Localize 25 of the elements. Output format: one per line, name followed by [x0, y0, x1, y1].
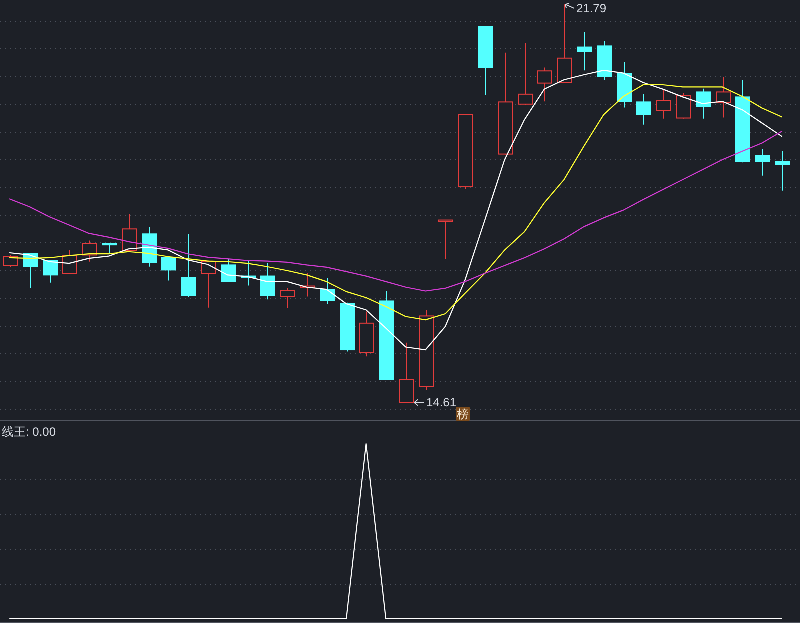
candlestick — [260, 263, 275, 300]
annotation: 21.79 — [576, 2, 607, 16]
candlestick — [755, 148, 770, 176]
chart-title: 线王: 0.00 — [2, 425, 56, 439]
candlestick — [775, 150, 790, 192]
candlestick — [577, 32, 592, 72]
candlestick — [102, 242, 117, 255]
candlestick — [438, 220, 453, 260]
candlestick — [161, 256, 176, 282]
candlestick — [518, 42, 533, 106]
candlestick — [43, 260, 58, 284]
candlestick — [696, 88, 711, 120]
candlestick — [537, 67, 552, 102]
candlestick — [320, 278, 335, 306]
candlestick — [636, 94, 651, 126]
annotation: 14.61 — [426, 396, 457, 410]
candlestick — [221, 258, 236, 283]
candlestick — [716, 76, 731, 118]
candlestick — [181, 234, 196, 298]
candlestick — [280, 288, 295, 309]
candlestick — [676, 92, 691, 120]
candlestick — [656, 89, 671, 120]
candlestick — [399, 342, 414, 404]
candlestick — [122, 214, 137, 252]
candlestick — [3, 254, 18, 268]
